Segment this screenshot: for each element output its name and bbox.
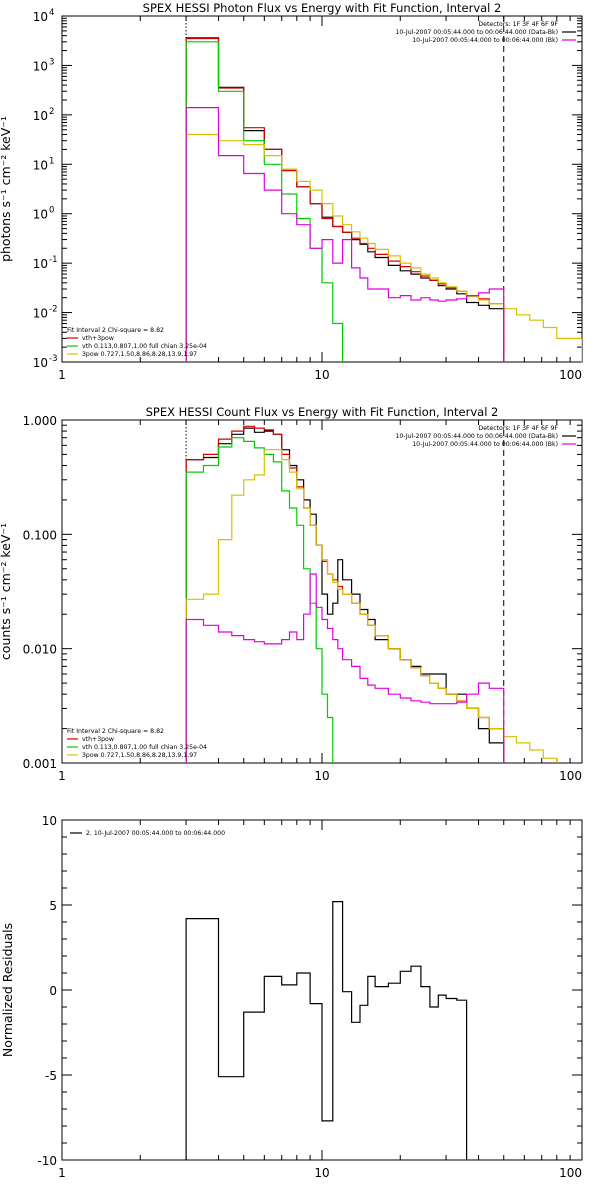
info-text: 10-Jul-2007 00:05:44.000 to 00:06:44.000… — [395, 29, 558, 36]
info-text: 10-Jul-2007 00:05:44.000 to 00:06:44.000… — [412, 37, 558, 44]
y-tick-label: 0.001 — [23, 757, 57, 771]
y-tick-label: 0.010 — [23, 643, 57, 657]
fit-text: vth 0.113,0.807,1.00 full chian 3.25e-04 — [82, 343, 207, 350]
chart-title: SPEX HESSI Count Flux vs Energy with Fit… — [146, 405, 499, 419]
series-line-3 — [185, 437, 334, 763]
chart-title: SPEX HESSI Photon Flux vs Energy with Fi… — [143, 1, 502, 15]
chart-panel-3: Normalized Residuals 1 10 100 -10 -5 0 5 10 2. 10… — [0, 814, 583, 1180]
y-tick-label: 1.000 — [23, 414, 57, 428]
y-axis-label: counts s⁻¹ cm⁻² keV⁻¹ — [0, 523, 13, 660]
info-text: 10-Jul-2007 00:05:44.000 to 00:06:44.000… — [395, 433, 558, 440]
x-tick-label: 10 — [314, 368, 329, 382]
chart-panel-2: SPEX HESSI Count Flux vs Energy with Fit… — [0, 405, 583, 783]
y-tick-label: 10 — [33, 10, 48, 24]
series-line-5 — [185, 107, 505, 362]
y-tick-label: 0.100 — [23, 528, 57, 542]
fit-text: vth+3pow — [82, 736, 114, 743]
series-line-4 — [185, 133, 582, 362]
y-tick-label: -5 — [45, 1069, 57, 1083]
y-tick-label: 10 — [33, 307, 48, 321]
fit-text: 3pow 0.727,1.50,8.86,8.28,13.9,1.97 — [82, 752, 197, 759]
y-tick-exponent: 3 — [49, 57, 54, 67]
data-layer — [185, 420, 558, 763]
x-tick-label: 100 — [559, 1166, 582, 1180]
y-tick-exponent: -2 — [49, 305, 57, 315]
x-tick-label: 1 — [58, 769, 66, 783]
fit-text: Fit Interval 2 Chi-square = 8.82 — [67, 728, 164, 735]
x-tick-label: 1 — [58, 1166, 66, 1180]
y-tick-label: 10 — [33, 257, 48, 271]
data-layer — [185, 16, 582, 362]
y-tick-label: 10 — [33, 356, 48, 370]
y-tick-label: 10 — [33, 158, 48, 172]
series-line-4 — [185, 449, 558, 763]
y-axis-label: Normalized Residuals — [0, 923, 15, 1057]
fit-text: 3pow 0.727,1.50,8.86,8.28,13.9,1.97 — [82, 351, 197, 358]
y-tick-label: 10 — [33, 208, 48, 222]
series-line-1 — [185, 37, 505, 362]
legend-text: 2. 10-Jul-2007 00:05:44.000 to 00:06:44.… — [86, 830, 225, 837]
y-tick-label: 0 — [49, 984, 57, 998]
x-tick-label: 10 — [314, 769, 329, 783]
info-text: Detectors: 1F 3F 4F 6F 9F — [478, 21, 558, 28]
info-text: Detectors: 1F 3F 4F 6F 9F — [478, 425, 558, 432]
y-tick-label: 10 — [33, 59, 48, 73]
y-tick-exponent: 1 — [49, 156, 54, 166]
x-tick-label: 100 — [559, 368, 582, 382]
data-layer — [185, 901, 468, 1160]
series-line-1 — [185, 427, 505, 763]
fit-text: vth 0.113,0.807,1.00 full chian 3.25e-04 — [82, 744, 207, 751]
x-tick-label: 10 — [314, 1166, 329, 1180]
y-tick-exponent: -1 — [49, 255, 57, 265]
y-tick-exponent: 2 — [49, 107, 54, 117]
x-tick-label: 1 — [58, 368, 66, 382]
info-text: 10-Jul-2007 00:05:44.000 to 00:06:44.000… — [412, 441, 558, 448]
chart-panel-1: SPEX HESSI Photon Flux vs Energy with Fi… — [0, 1, 583, 382]
fit-text: Fit Interval 2 Chi-square = 8.82 — [67, 327, 164, 334]
series-line-5 — [185, 573, 505, 763]
fit-text: vth+3pow — [82, 335, 114, 342]
y-tick-exponent: -3 — [49, 354, 57, 364]
y-tick-exponent: 4 — [49, 8, 54, 18]
y-tick-exponent: 0 — [49, 206, 54, 216]
y-tick-label: 10 — [42, 814, 57, 828]
y-tick-label: 10 — [33, 109, 48, 123]
series-line-3 — [185, 41, 344, 362]
y-axis-label: photons s⁻¹ cm⁻² keV⁻¹ — [0, 116, 13, 262]
series-line-1 — [185, 901, 468, 1160]
y-tick-label: 5 — [49, 899, 57, 913]
x-tick-label: 100 — [559, 769, 582, 783]
y-tick-label: -10 — [37, 1154, 57, 1168]
